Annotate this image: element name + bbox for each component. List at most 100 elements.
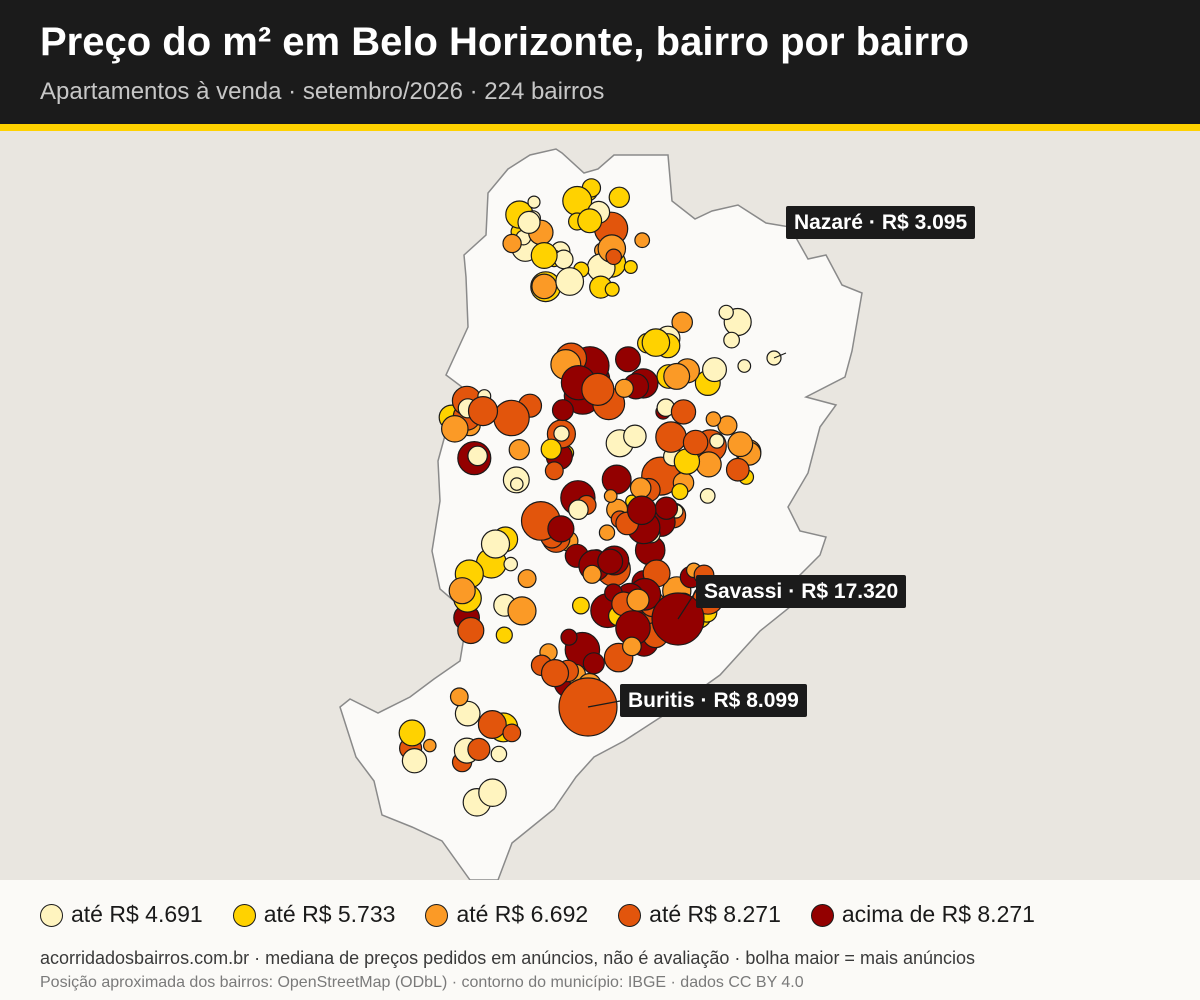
neighborhood-bubble[interactable] bbox=[597, 548, 624, 575]
neighborhood-bubble[interactable] bbox=[527, 195, 541, 209]
neighborhood-bubble[interactable] bbox=[614, 378, 634, 398]
neighborhood-bubble[interactable] bbox=[509, 477, 524, 491]
page-subtitle: Apartamentos à venda · setembro/2026 · 2… bbox=[40, 78, 605, 105]
neighborhood-bubble[interactable] bbox=[560, 628, 578, 646]
neighborhood-bubble[interactable] bbox=[718, 304, 734, 321]
neighborhood-bubble[interactable] bbox=[517, 569, 537, 589]
legend-label: até R$ 4.691 bbox=[71, 900, 203, 927]
neighborhood-bubble[interactable] bbox=[530, 241, 558, 269]
neighborhood-bubble[interactable] bbox=[671, 311, 693, 334]
legend-swatch bbox=[40, 904, 63, 927]
neighborhood-bubble[interactable] bbox=[701, 357, 727, 383]
neighborhood-bubble[interactable] bbox=[709, 433, 725, 449]
neighborhood-bubble[interactable] bbox=[671, 483, 689, 501]
neighborhood-bubble[interactable] bbox=[723, 331, 740, 349]
neighborhood-bubble[interactable] bbox=[582, 564, 602, 584]
neighborhood-bubble[interactable] bbox=[555, 267, 585, 296]
neighborhood-bubble[interactable] bbox=[508, 439, 530, 461]
neighborhood-bubble[interactable] bbox=[422, 738, 437, 753]
neighborhood-bubble[interactable] bbox=[454, 700, 481, 727]
neighborhood-bubble[interactable] bbox=[601, 464, 632, 495]
neighborhood-bubble[interactable] bbox=[467, 445, 488, 467]
neighborhood-bubble[interactable] bbox=[605, 248, 622, 266]
neighborhood-bubble[interactable] bbox=[553, 425, 570, 442]
neighborhood-bubble[interactable] bbox=[622, 636, 642, 657]
neighborhood-bubble[interactable] bbox=[502, 233, 522, 254]
neighborhood-bubble[interactable] bbox=[477, 709, 507, 739]
neighborhood-bubble[interactable] bbox=[614, 346, 641, 373]
neighborhood-map[interactable] bbox=[0, 131, 1200, 880]
neighborhood-bubble[interactable] bbox=[467, 737, 491, 762]
legend: até R$ 4.691 até R$ 5.733 até R$ 6.692 a… bbox=[40, 898, 1065, 930]
footnote-method: acorridadosbairros.com.br · mediana de p… bbox=[40, 948, 976, 968]
neighborhood-bubble[interactable] bbox=[737, 359, 752, 373]
neighborhood-bubble[interactable] bbox=[449, 687, 469, 707]
neighborhood-bubble[interactable] bbox=[398, 719, 426, 747]
neighborhood-bubble[interactable] bbox=[670, 399, 697, 425]
legend-label: até R$ 6.692 bbox=[456, 900, 589, 927]
legend-swatch bbox=[425, 904, 449, 927]
neighborhood-bubble[interactable] bbox=[507, 596, 537, 626]
neighborhood-bubble[interactable] bbox=[626, 588, 650, 612]
neighborhood-bubble[interactable] bbox=[568, 499, 589, 520]
neighborhood-bubble[interactable] bbox=[503, 556, 518, 572]
callout-buritis-name: Buritis bbox=[628, 689, 695, 712]
neighborhood-bubble[interactable] bbox=[705, 411, 722, 427]
neighborhood-bubble[interactable] bbox=[598, 524, 616, 541]
callout-savassi-name: Savassi bbox=[704, 580, 783, 603]
neighborhood-bubble[interactable] bbox=[517, 210, 541, 235]
callout-buritis: Buritis · R$ 8.099 bbox=[620, 684, 807, 717]
neighborhood-bubble[interactable] bbox=[531, 273, 558, 300]
neighborhood-bubble[interactable] bbox=[448, 577, 476, 605]
footnote-attribution: Posição aproximada dos bairros: OpenStre… bbox=[40, 974, 804, 991]
neighborhood-bubble[interactable] bbox=[663, 362, 691, 390]
neighborhood-bubble[interactable] bbox=[604, 281, 620, 297]
callout-nazare-separator: · bbox=[868, 211, 876, 234]
neighborhood-bubble[interactable] bbox=[467, 396, 499, 427]
neighborhood-bubble[interactable] bbox=[540, 438, 562, 460]
label-leader-line bbox=[587, 700, 621, 708]
neighborhood-bubble[interactable] bbox=[695, 451, 722, 478]
legend-item: até R$ 8.271 bbox=[618, 901, 781, 928]
callout-buritis-price: R$ 8.099 bbox=[713, 689, 799, 712]
neighborhood-bubble[interactable] bbox=[626, 495, 657, 526]
neighborhood-bubble[interactable] bbox=[623, 260, 638, 275]
label-leader-line bbox=[773, 352, 787, 359]
neighborhood-bubble[interactable] bbox=[655, 421, 687, 453]
neighborhood-bubble[interactable] bbox=[493, 399, 530, 437]
neighborhood-bubble[interactable] bbox=[547, 515, 575, 543]
neighborhood-bubble[interactable] bbox=[603, 489, 618, 503]
page-title: Preço do m² em Belo Horizonte, bairro po… bbox=[40, 20, 970, 64]
neighborhood-bubble[interactable] bbox=[401, 748, 428, 774]
callout-savassi: Savassi · R$ 17.320 bbox=[696, 575, 907, 608]
neighborhood-bubble[interactable] bbox=[581, 372, 615, 406]
neighborhood-bubble[interactable] bbox=[582, 652, 605, 675]
legend-label: acima de R$ 8.271 bbox=[841, 900, 1035, 927]
neighborhood-bubble[interactable] bbox=[544, 461, 564, 481]
neighborhood-bubble[interactable] bbox=[629, 477, 652, 499]
neighborhood-bubble[interactable] bbox=[440, 414, 469, 443]
neighborhood-bubble[interactable] bbox=[654, 496, 679, 520]
neighborhood-bubble[interactable] bbox=[727, 431, 754, 458]
neighborhood-bubble[interactable] bbox=[641, 328, 671, 357]
neighborhood-bubble[interactable] bbox=[495, 626, 513, 644]
neighborhood-bubble[interactable] bbox=[551, 399, 574, 422]
neighborhood-bubble[interactable] bbox=[457, 616, 485, 645]
neighborhood-bubble[interactable] bbox=[634, 232, 651, 249]
legend-swatch bbox=[618, 904, 642, 927]
neighborhood-bubble[interactable] bbox=[717, 415, 738, 436]
neighborhood-bubble[interactable] bbox=[608, 186, 631, 209]
neighborhood-bubble[interactable] bbox=[725, 457, 750, 482]
neighborhood-bubble[interactable] bbox=[623, 424, 647, 449]
neighborhood-bubble[interactable] bbox=[572, 596, 590, 615]
neighborhood-bubble[interactable] bbox=[490, 745, 508, 763]
neighborhood-bubble[interactable] bbox=[577, 208, 603, 234]
neighborhood-bubble[interactable] bbox=[540, 658, 570, 688]
neighborhood-bubble[interactable] bbox=[480, 529, 511, 559]
neighborhood-bubble[interactable] bbox=[478, 778, 507, 807]
neighborhood-bubble[interactable] bbox=[682, 429, 709, 456]
neighborhood-bubble[interactable] bbox=[502, 723, 522, 743]
neighborhood-bubble[interactable] bbox=[699, 488, 716, 504]
legend-panel: até R$ 4.691 até R$ 5.733 até R$ 6.692 a… bbox=[0, 880, 1200, 1000]
